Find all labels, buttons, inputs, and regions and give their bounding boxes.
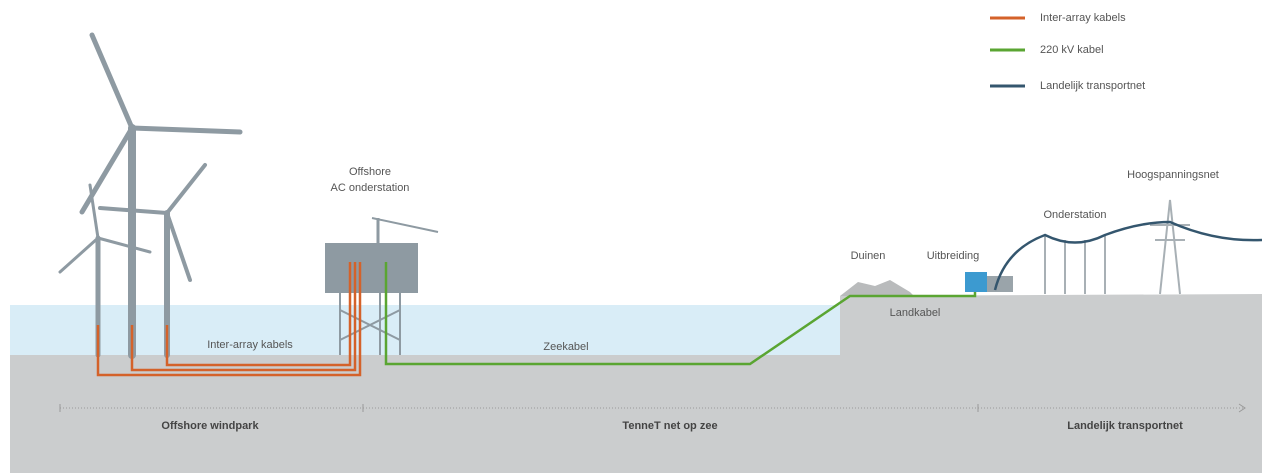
label: Zeekabel [543,341,588,353]
blade [165,163,207,215]
platform-deck [325,243,418,293]
blade [79,125,135,215]
legend: Inter-array kabels 220 kV kabel Landelij… [990,12,1145,92]
zone-label: TenneT net op zee [622,420,717,432]
label: Landkabel [890,307,941,319]
blade [165,211,192,282]
zone-label: Landelijk transportnet [1067,420,1183,432]
transmission-line [993,220,1262,291]
dunes [840,280,915,297]
export-cable [384,262,977,366]
label: AC onderstation [331,182,410,194]
wind-turbines [58,32,243,359]
label: Hoogspanningsnet [1127,169,1219,181]
substation [1044,199,1190,295]
blade [96,236,152,254]
blade [88,183,100,240]
uitbreiding-building [965,272,987,292]
blade [89,32,135,131]
uitbreiding-annex [987,276,1013,292]
label: Duinen [851,250,886,262]
blade [58,236,100,274]
zone-label: Offshore windpark [161,420,259,432]
cable [96,262,362,377]
blade [98,206,169,215]
land [840,294,1262,360]
label: Onderstation [1044,209,1107,221]
legend-label: 220 kV kabel [1040,44,1104,56]
offshore-platform [325,217,439,355]
cable [130,262,357,372]
zone-ticks [59,403,1246,413]
seabed [10,355,1262,473]
sea [10,305,990,357]
blade [129,125,243,135]
inter-array-cables [96,262,362,377]
label: Inter-array kabels [207,339,293,351]
legend-label: Landelijk transportnet [1040,80,1145,92]
substation-poles [1044,235,1106,294]
label: Uitbreiding [927,250,980,262]
cable [165,262,352,367]
label: Offshore [349,166,391,178]
crane-arm [371,217,439,233]
pylon [1150,199,1190,295]
legend-label: Inter-array kabels [1040,12,1126,24]
